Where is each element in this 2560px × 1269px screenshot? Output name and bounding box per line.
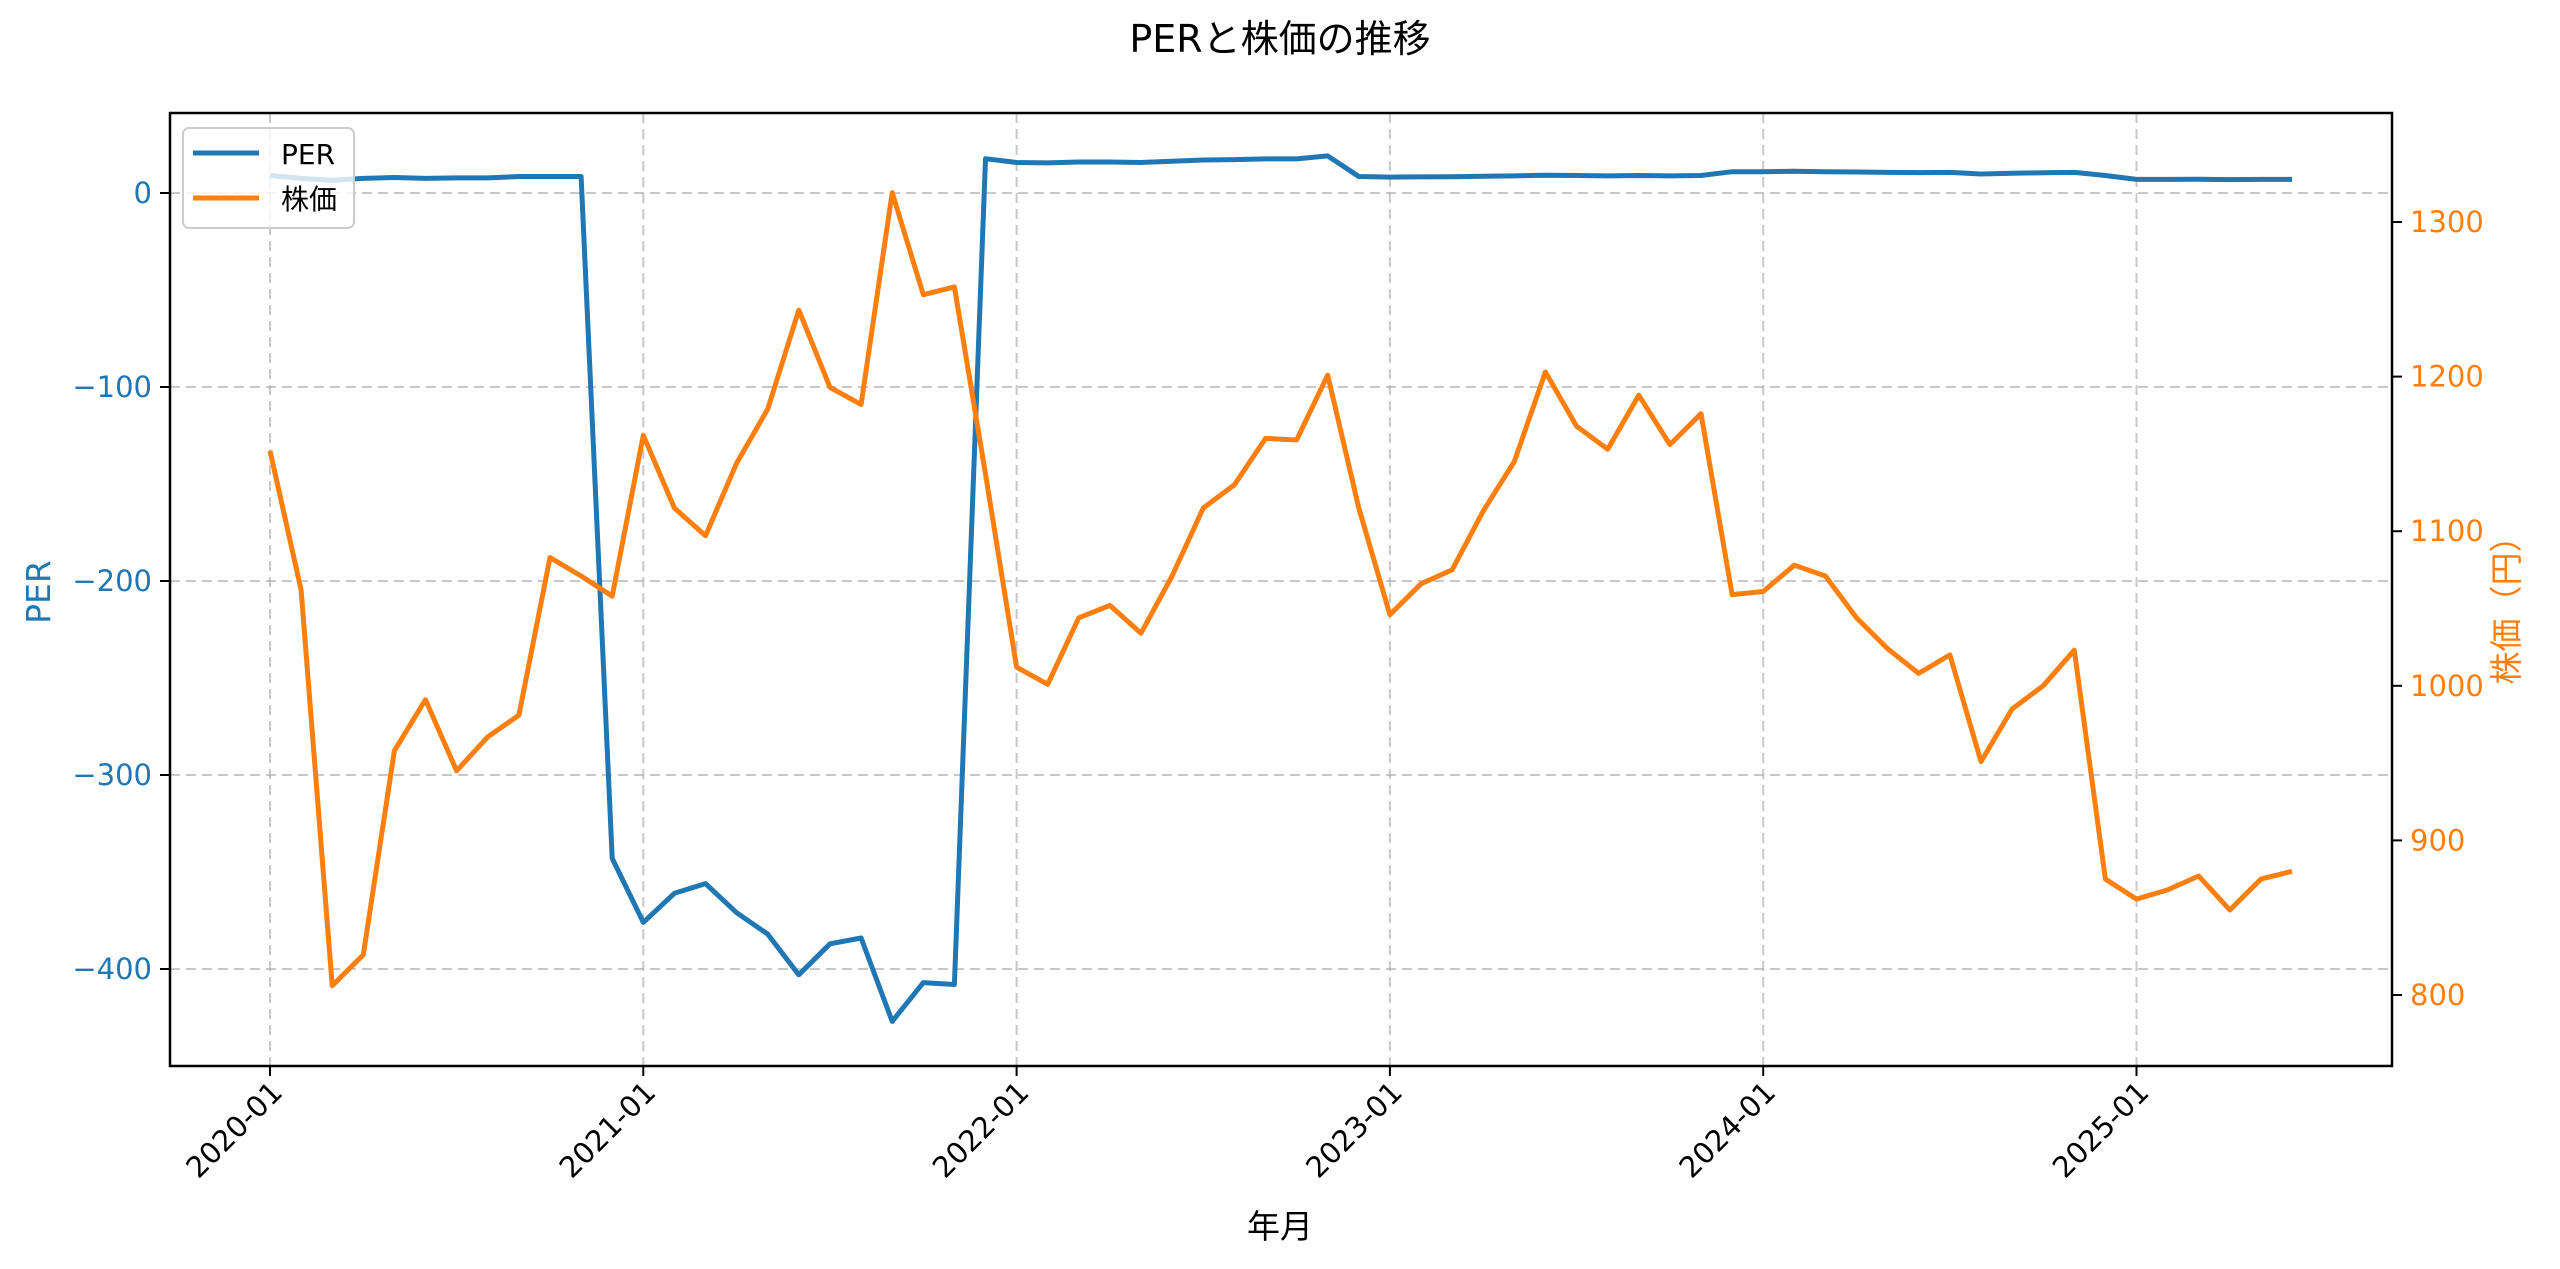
y-axis-label-left: PER [19,560,58,624]
per-line [269,153,2292,1024]
left-tick-label: −200 [72,564,152,598]
y-axis-label-right: 株価（円） [2487,520,2526,685]
x-tick-label: 2023-01 [1299,1075,1409,1185]
left-tick-label: −400 [72,952,152,986]
x-axis-label: 年月 [1247,1207,1313,1246]
right-tick-label: 900 [2410,823,2465,857]
left-tick-label: 0 [134,176,152,210]
left-tick-label: −100 [72,370,152,404]
legend-per-label: PER [281,138,335,171]
right-y-axis: 1300 1200 1100 1000 900 800 [2392,205,2484,1012]
x-tick-label: 2022-01 [926,1075,1036,1185]
right-tick-label: 800 [2410,978,2465,1012]
right-tick-label: 1100 [2410,514,2484,548]
grid-lines [170,113,2392,1066]
legend: PER 株価 [182,127,355,229]
right-tick-label: 1200 [2410,360,2484,394]
x-tick-label: 2020-01 [179,1075,289,1185]
right-tick-label: 1000 [2410,669,2484,703]
left-tick-label: −300 [72,758,152,792]
x-axis: 2020-01 2021-01 2022-01 2023-01 2024-01 2025-… [179,1066,2155,1185]
legend-price-label: 株価 [281,183,337,216]
plot-lines [267,153,2293,1024]
x-tick-label: 2024-01 [1672,1075,1782,1185]
left-y-axis: 0 −100 −200 −300 −400 [72,176,170,986]
axes-frame [168,111,2394,1068]
price-line [267,190,2293,989]
x-tick-label: 2021-01 [553,1075,663,1185]
x-tick-label: 2025-01 [2046,1075,2156,1185]
chart-title: PERと株価の推移 [1129,17,1430,61]
right-tick-label: 1300 [2410,205,2484,239]
